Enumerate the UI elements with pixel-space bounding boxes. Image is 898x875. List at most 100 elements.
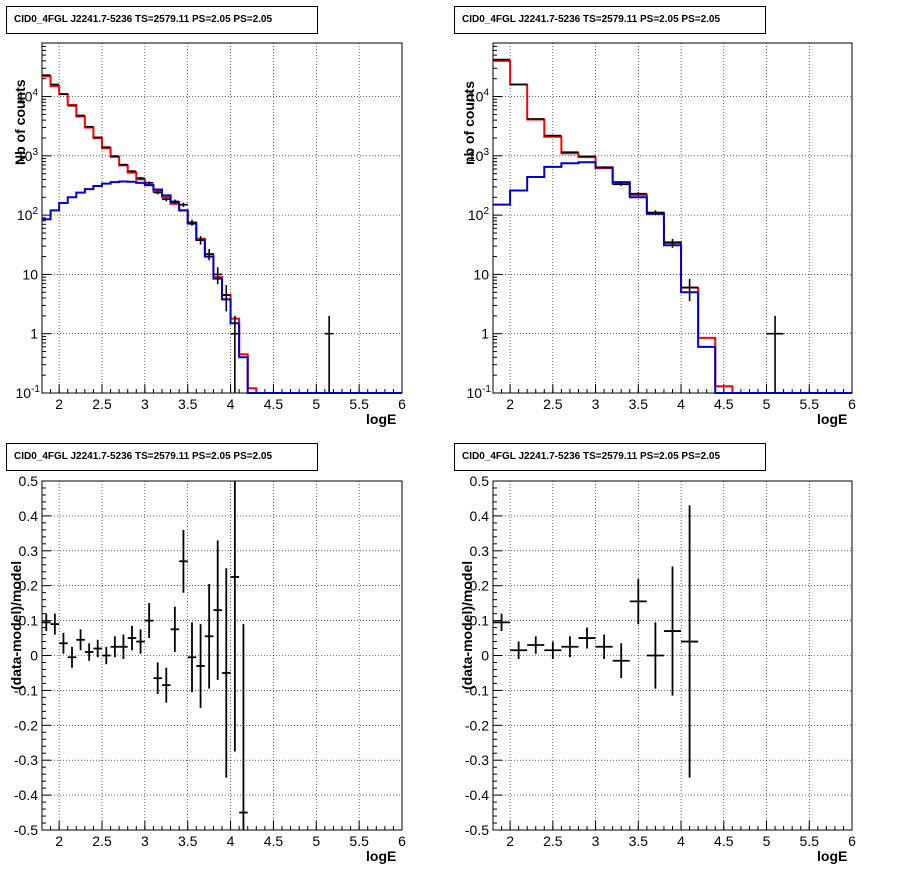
y-tick-label: 10 — [473, 266, 489, 282]
residual-point — [213, 540, 222, 680]
data-point — [84, 125, 94, 128]
data-point — [119, 163, 128, 166]
y-tick-label: -0.5 — [465, 822, 489, 838]
data-point — [561, 151, 579, 154]
panel-bottom-left: 2 2.5 3 3.5 4 4.5 5 5.5 6 -0.5 -0.4 -0.3 -0.2 -0.1 0 0.… — [14, 473, 406, 849]
plot-frame — [41, 42, 403, 394]
y-tick-label: 103 — [468, 147, 490, 164]
x-tick-label: 2 — [55, 396, 63, 412]
plot-title: CID0_4FGL J2241.7-5236 TS=2579.11 PS=2.0… — [6, 6, 318, 34]
data-point — [213, 267, 222, 285]
residual-point — [578, 627, 596, 649]
y-tick-label: 0.4 — [470, 508, 490, 524]
y-tick-label: 10 — [22, 266, 38, 282]
residual-point — [162, 667, 171, 703]
x-tick-label: 4.5 — [714, 833, 734, 849]
histogram-line-1 — [42, 180, 402, 394]
x-tick-label: 5 — [763, 396, 771, 412]
y-tick-label: 0.3 — [470, 543, 490, 559]
y-tick-label: 10-1 — [467, 384, 492, 401]
y-tick-label: 104 — [468, 88, 490, 105]
y-tick-label: 0.2 — [470, 578, 490, 594]
data-point — [127, 170, 137, 173]
panel-top-right: 2 2.5 3 3.5 4 4.5 5 5.5 6 10-1 1 10 102 103 104 — [467, 42, 856, 412]
data-point — [136, 176, 145, 180]
data-point — [222, 285, 231, 312]
x-tick-label: 6 — [398, 396, 406, 412]
residual-point — [50, 613, 60, 635]
x-axis-label: logE — [817, 848, 848, 864]
data-point — [102, 146, 111, 148]
x-tick-label: 4.5 — [714, 396, 734, 412]
x-tick-label: 2 — [506, 396, 514, 412]
y-tick-label: -0.5 — [14, 822, 38, 838]
residual-point — [230, 481, 240, 752]
histogram-line-0 — [42, 75, 402, 394]
residual-point — [544, 641, 562, 659]
residual-point — [110, 636, 120, 658]
x-tick-label: 2.5 — [92, 396, 112, 412]
x-axis-label: logE — [366, 848, 397, 864]
data-point — [187, 219, 197, 226]
plot-title: CID0_4FGL J2241.7-5236 TS=2579.11 PS=2.0… — [454, 443, 766, 471]
data-point — [204, 249, 214, 261]
residual-point — [187, 622, 197, 693]
y-tick-label: -0.4 — [465, 787, 489, 803]
y-tick-label: -0.2 — [465, 717, 489, 733]
x-tick-label: 5 — [312, 833, 320, 849]
x-tick-label: 5 — [763, 833, 771, 849]
residual-point — [239, 624, 248, 830]
x-tick-label: 5.5 — [349, 833, 369, 849]
y-tick-label: 0.5 — [19, 473, 39, 489]
residual-point — [136, 629, 145, 654]
x-tick-label: 3.5 — [178, 833, 198, 849]
residual-point — [681, 505, 699, 778]
x-tick-label: 5.5 — [800, 833, 820, 849]
y-tick-label: 0.3 — [19, 543, 39, 559]
data-point — [595, 166, 613, 169]
x-tick-label: 4 — [677, 396, 685, 412]
x-tick-label: 2.5 — [543, 833, 563, 849]
data-point — [646, 210, 664, 216]
x-tick-label: 4 — [227, 833, 235, 849]
residual-point — [170, 606, 180, 653]
y-tick-label: 0.1 — [470, 613, 490, 629]
y-tick-label: -0.4 — [14, 787, 38, 803]
y-tick-label: 0.4 — [19, 508, 39, 524]
x-tick-label: 5.5 — [800, 396, 820, 412]
data-point — [324, 315, 334, 393]
y-tick-label: 0.2 — [19, 578, 39, 594]
y-tick-label: 104 — [17, 88, 39, 105]
residual-point — [595, 634, 613, 659]
data-point — [196, 236, 205, 245]
y-axis-label: nb of counts — [461, 81, 477, 165]
residual-point — [196, 624, 205, 708]
residual-point — [204, 583, 214, 689]
y-tick-label: 10-1 — [16, 384, 41, 401]
x-tick-label: 3.5 — [178, 396, 198, 412]
y-tick-label: -0.3 — [14, 752, 38, 768]
x-tick-label: 5 — [312, 396, 320, 412]
residual-point — [612, 643, 630, 679]
residual-point — [561, 636, 579, 658]
residual-point — [67, 646, 77, 668]
y-tick-label: -0.1 — [465, 682, 489, 698]
plot-title: CID0_4FGL J2241.7-5236 TS=2579.11 PS=2.0… — [6, 443, 318, 471]
residual-point — [119, 634, 128, 659]
data-point — [766, 315, 784, 393]
x-tick-label: 2 — [55, 833, 63, 849]
x-tick-label: 4.5 — [264, 833, 284, 849]
data-point — [544, 134, 562, 137]
residual-point — [663, 566, 682, 696]
residual-point — [76, 629, 85, 651]
data-point — [170, 199, 180, 204]
residual-point — [646, 622, 664, 689]
x-tick-label: 4 — [677, 833, 685, 849]
y-tick-label: -0.1 — [14, 682, 38, 698]
data-point — [153, 190, 162, 195]
data-point — [179, 202, 188, 207]
residual-point — [144, 603, 154, 639]
data-point — [76, 114, 85, 117]
residual-point — [493, 613, 511, 632]
